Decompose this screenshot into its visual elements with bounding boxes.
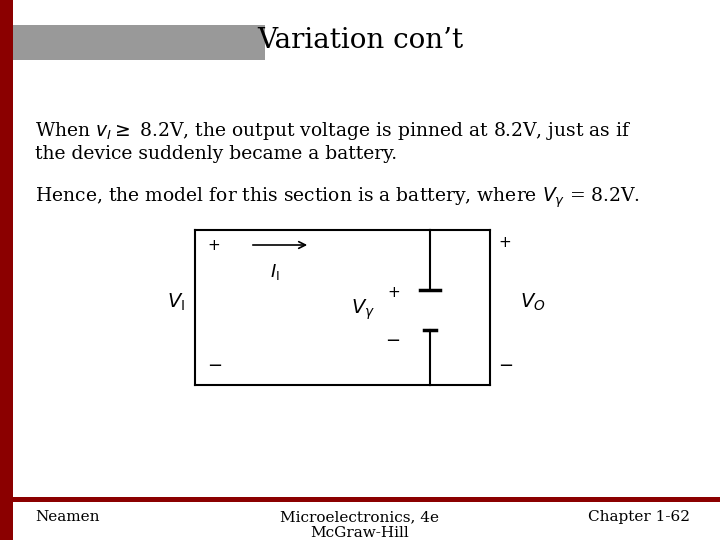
Text: When $v_I \geq$ 8.2V, the output voltage is pinned at 8.2V, just as if: When $v_I \geq$ 8.2V, the output voltage… — [35, 120, 631, 142]
Text: −: − — [207, 357, 222, 375]
Text: Variation con’t: Variation con’t — [257, 26, 463, 53]
Bar — [13, 497, 720, 502]
Text: −: − — [385, 332, 400, 350]
Bar — [0, 0, 13, 540]
Text: Neamen: Neamen — [35, 510, 99, 524]
Text: −: − — [498, 357, 513, 375]
Text: Microelectronics, 4e
McGraw-Hill: Microelectronics, 4e McGraw-Hill — [281, 510, 439, 540]
Text: +: + — [207, 238, 220, 253]
Text: the device suddenly became a battery.: the device suddenly became a battery. — [35, 145, 397, 163]
Text: $V_\gamma$: $V_\gamma$ — [351, 298, 375, 322]
Text: +: + — [498, 235, 510, 250]
Text: Hence, the model for this section is a battery, where $V_\gamma$ = 8.2V.: Hence, the model for this section is a b… — [35, 185, 640, 210]
Text: +: + — [387, 285, 400, 300]
Bar — [13, 25, 265, 60]
Text: Chapter 1-62: Chapter 1-62 — [588, 510, 690, 524]
Text: $I_\mathrm{I}$: $I_\mathrm{I}$ — [270, 262, 280, 282]
Text: $V_O$: $V_O$ — [520, 292, 546, 313]
Text: $V_\mathrm{I}$: $V_\mathrm{I}$ — [167, 292, 185, 313]
